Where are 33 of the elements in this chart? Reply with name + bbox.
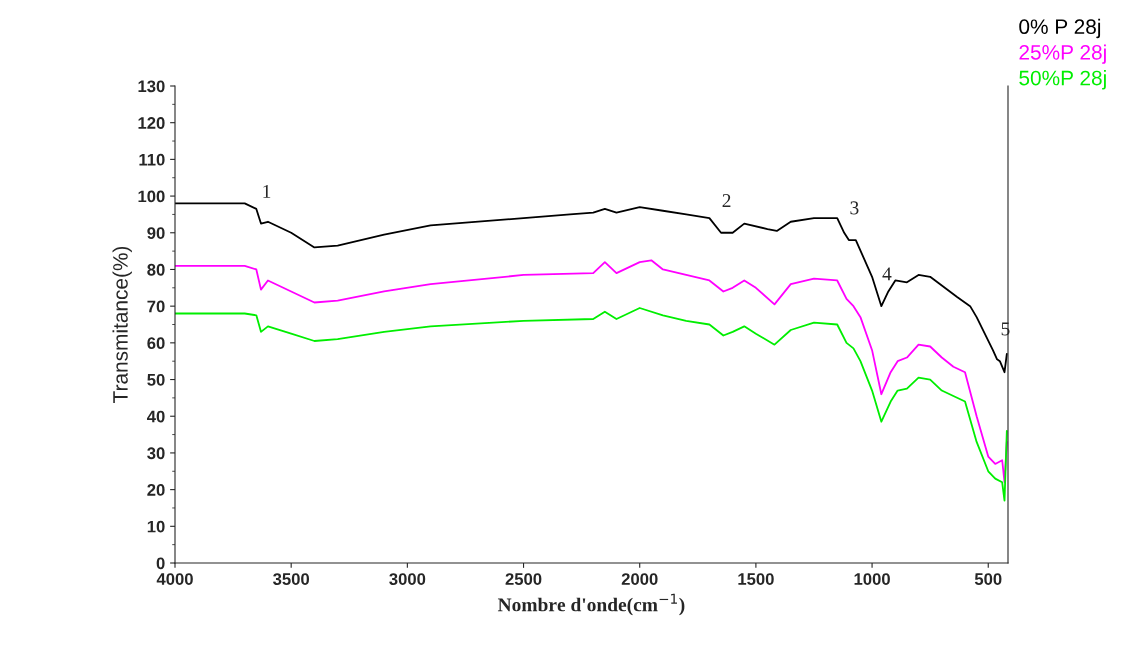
text: 50%P 28j [1019,70,1106,90]
y-axis-title: Transmitance(%) [112,246,132,403]
y-tick-label: 110 [139,153,165,166]
y-tick-label: 10 [147,520,165,533]
x-tick-label: 3500 [273,573,310,585]
x-tick-label: 3000 [389,573,426,585]
y-tick-label: 80 [147,263,165,276]
y-tick-label: 60 [147,337,165,350]
y-tick-label: 20 [147,484,165,496]
y-tick-label: 0 [156,557,165,570]
y-tick-label: 50 [147,373,165,386]
x-tick-label: 2500 [505,573,542,585]
annotation: 2 [722,194,731,207]
x-tick-label: 1000 [854,573,890,585]
y-tick-label: 100 [138,190,165,203]
x-tick-label: 500 [974,573,1002,585]
y-tick-label: 70 [147,300,165,313]
y-tick-label: 130 [138,80,165,93]
annotation: 4 [882,267,892,281]
line-series [175,307,1008,502]
x-axis-title: Nombre d'onde(cm$^{−1}$) [497,593,685,616]
y-tick-label: 30 [147,447,165,460]
x-tick-label: 1500 [738,573,774,585]
x-tick-label: 4000 [156,573,193,585]
annotation: 1 [263,184,271,198]
y-tick-label: 120 [138,117,165,129]
text: 25%P 28j [1019,44,1106,64]
annotation: 3 [850,201,859,215]
y-tick-label: 90 [147,227,165,239]
y-tick-label: 40 [146,410,165,423]
x-tick-label: 2000 [621,573,658,585]
text: 0% P 28j [1019,18,1101,39]
line-series [175,259,1008,484]
